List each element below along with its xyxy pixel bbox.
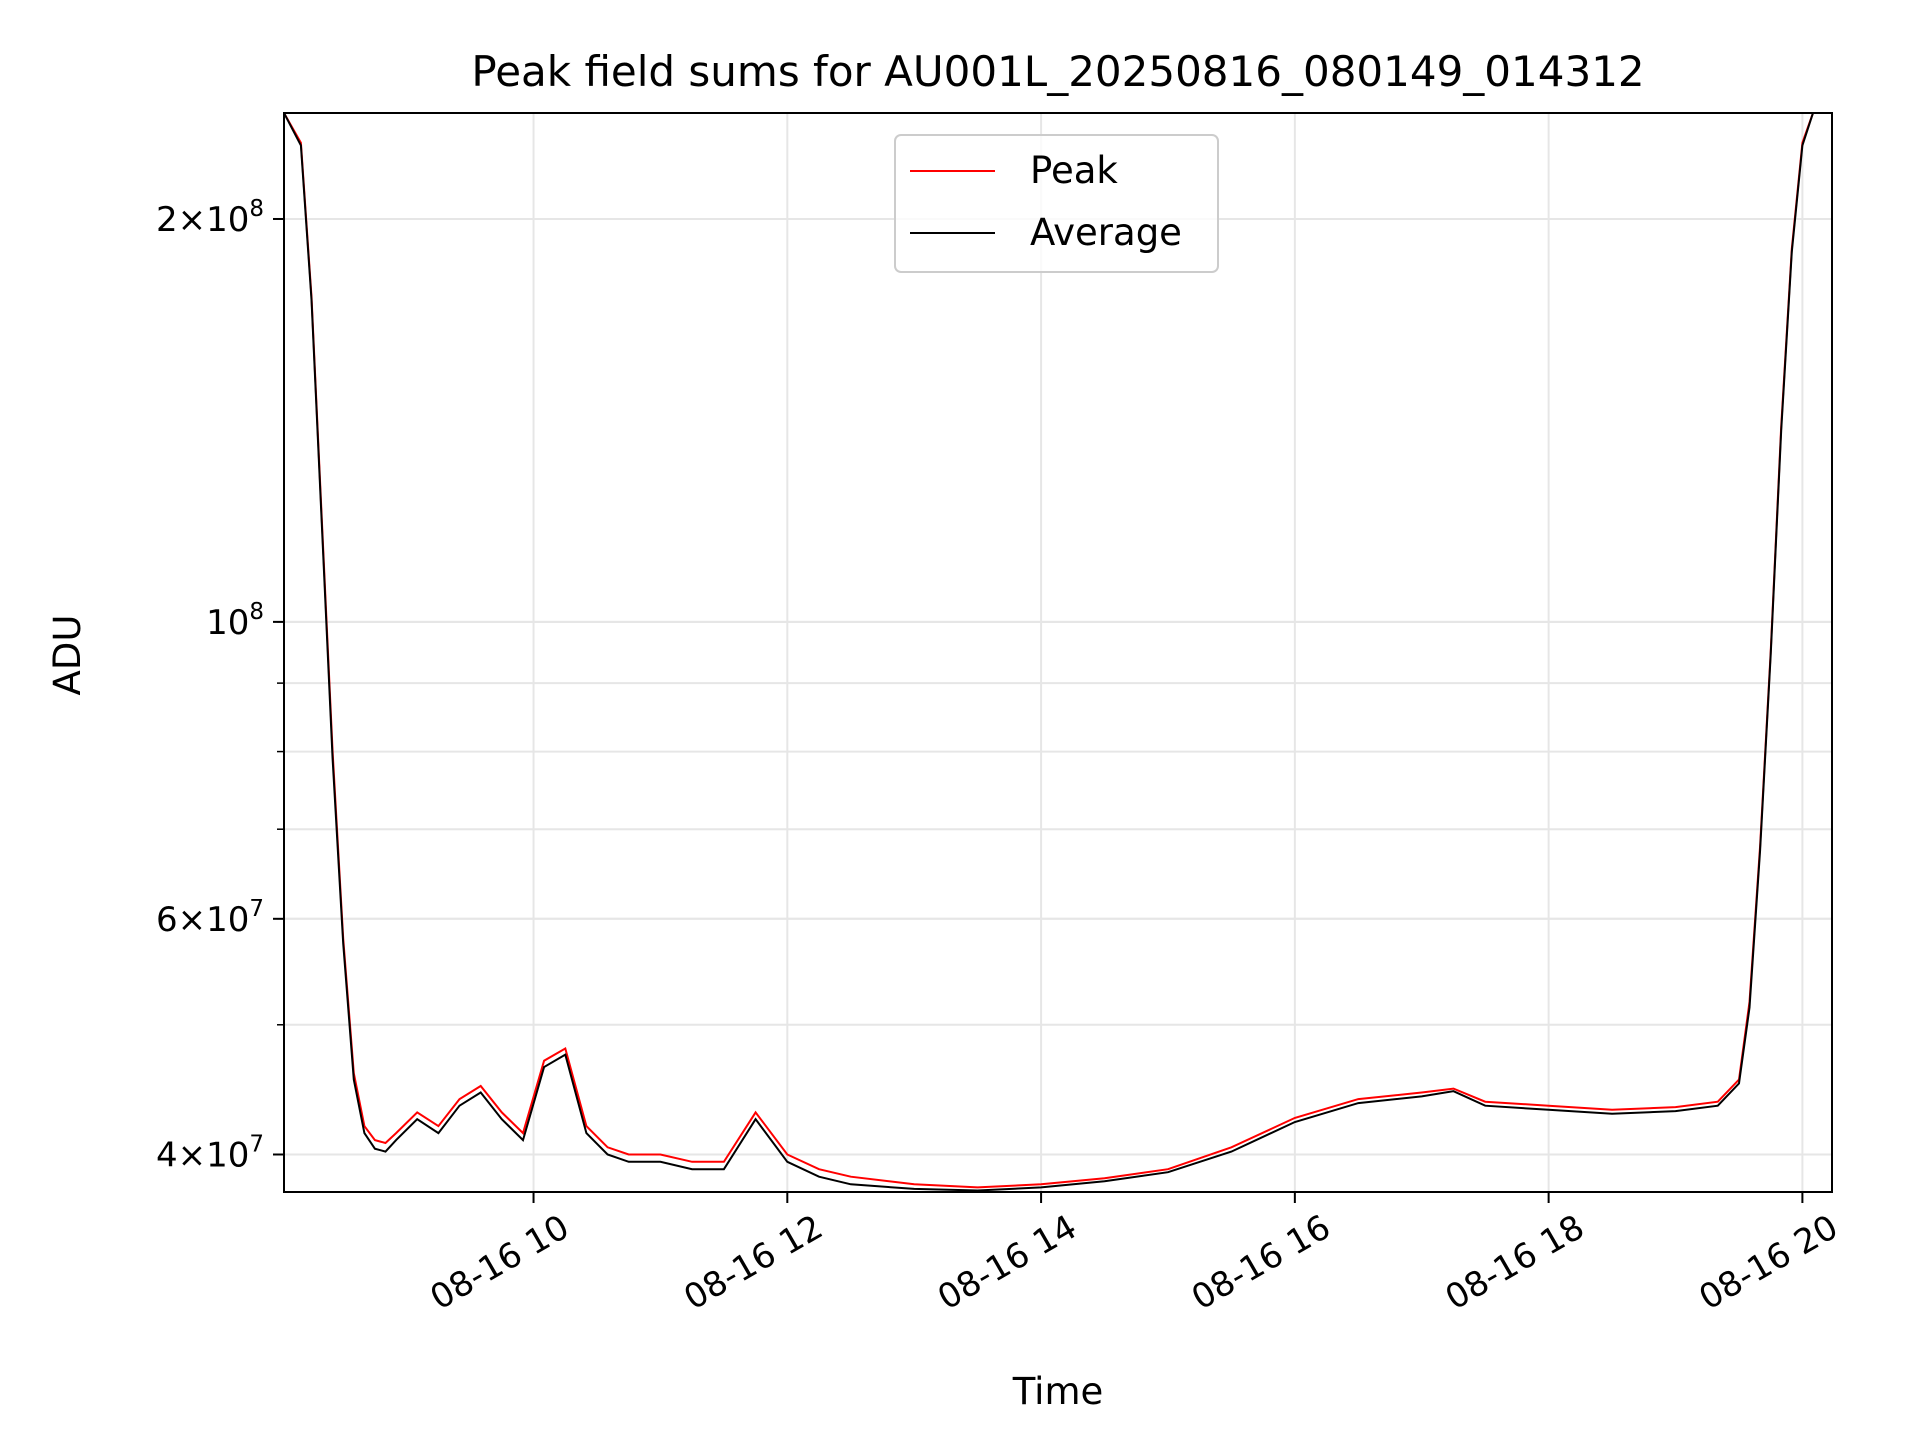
- y-tick-label: 4×107: [156, 1131, 264, 1175]
- legend-box: [894, 134, 1219, 273]
- x-axis-label: Time: [1012, 1370, 1104, 1413]
- x-tick-label: 08-16 14: [931, 1207, 1083, 1318]
- x-tick-label: 08-16 10: [424, 1207, 576, 1318]
- series-line-peak: [284, 113, 1832, 1189]
- plot-frame: [283, 112, 1833, 1193]
- chart-title: Peak field sums for AU001L_20250816_0801…: [471, 47, 1644, 96]
- grid: [284, 113, 1832, 1192]
- y-axis-label: ADU: [46, 615, 89, 696]
- legend: Peak Average: [894, 134, 1219, 273]
- y-tick-label: 108: [206, 599, 264, 643]
- x-tick-label: 08-16 18: [1439, 1207, 1591, 1318]
- x-tick-label: 08-16 16: [1185, 1207, 1337, 1318]
- y-axis: 4×107 6×107 108 2×108: [156, 196, 284, 1175]
- legend-label-peak: Peak: [1030, 149, 1118, 192]
- y-tick-label: 2×108: [156, 196, 264, 240]
- x-axis: 08-16 10 08-16 12 08-16 14 08-16 16 08-16 18…: [424, 1192, 1845, 1318]
- x-tick-label: 08-16 20: [1692, 1207, 1844, 1318]
- series-layer: [284, 113, 1832, 1192]
- y-tick-label: 6×107: [156, 896, 264, 940]
- x-tick-label: 08-16 12: [677, 1207, 829, 1318]
- series-line-average: [284, 113, 1832, 1192]
- legend-label-average: Average: [1030, 211, 1182, 254]
